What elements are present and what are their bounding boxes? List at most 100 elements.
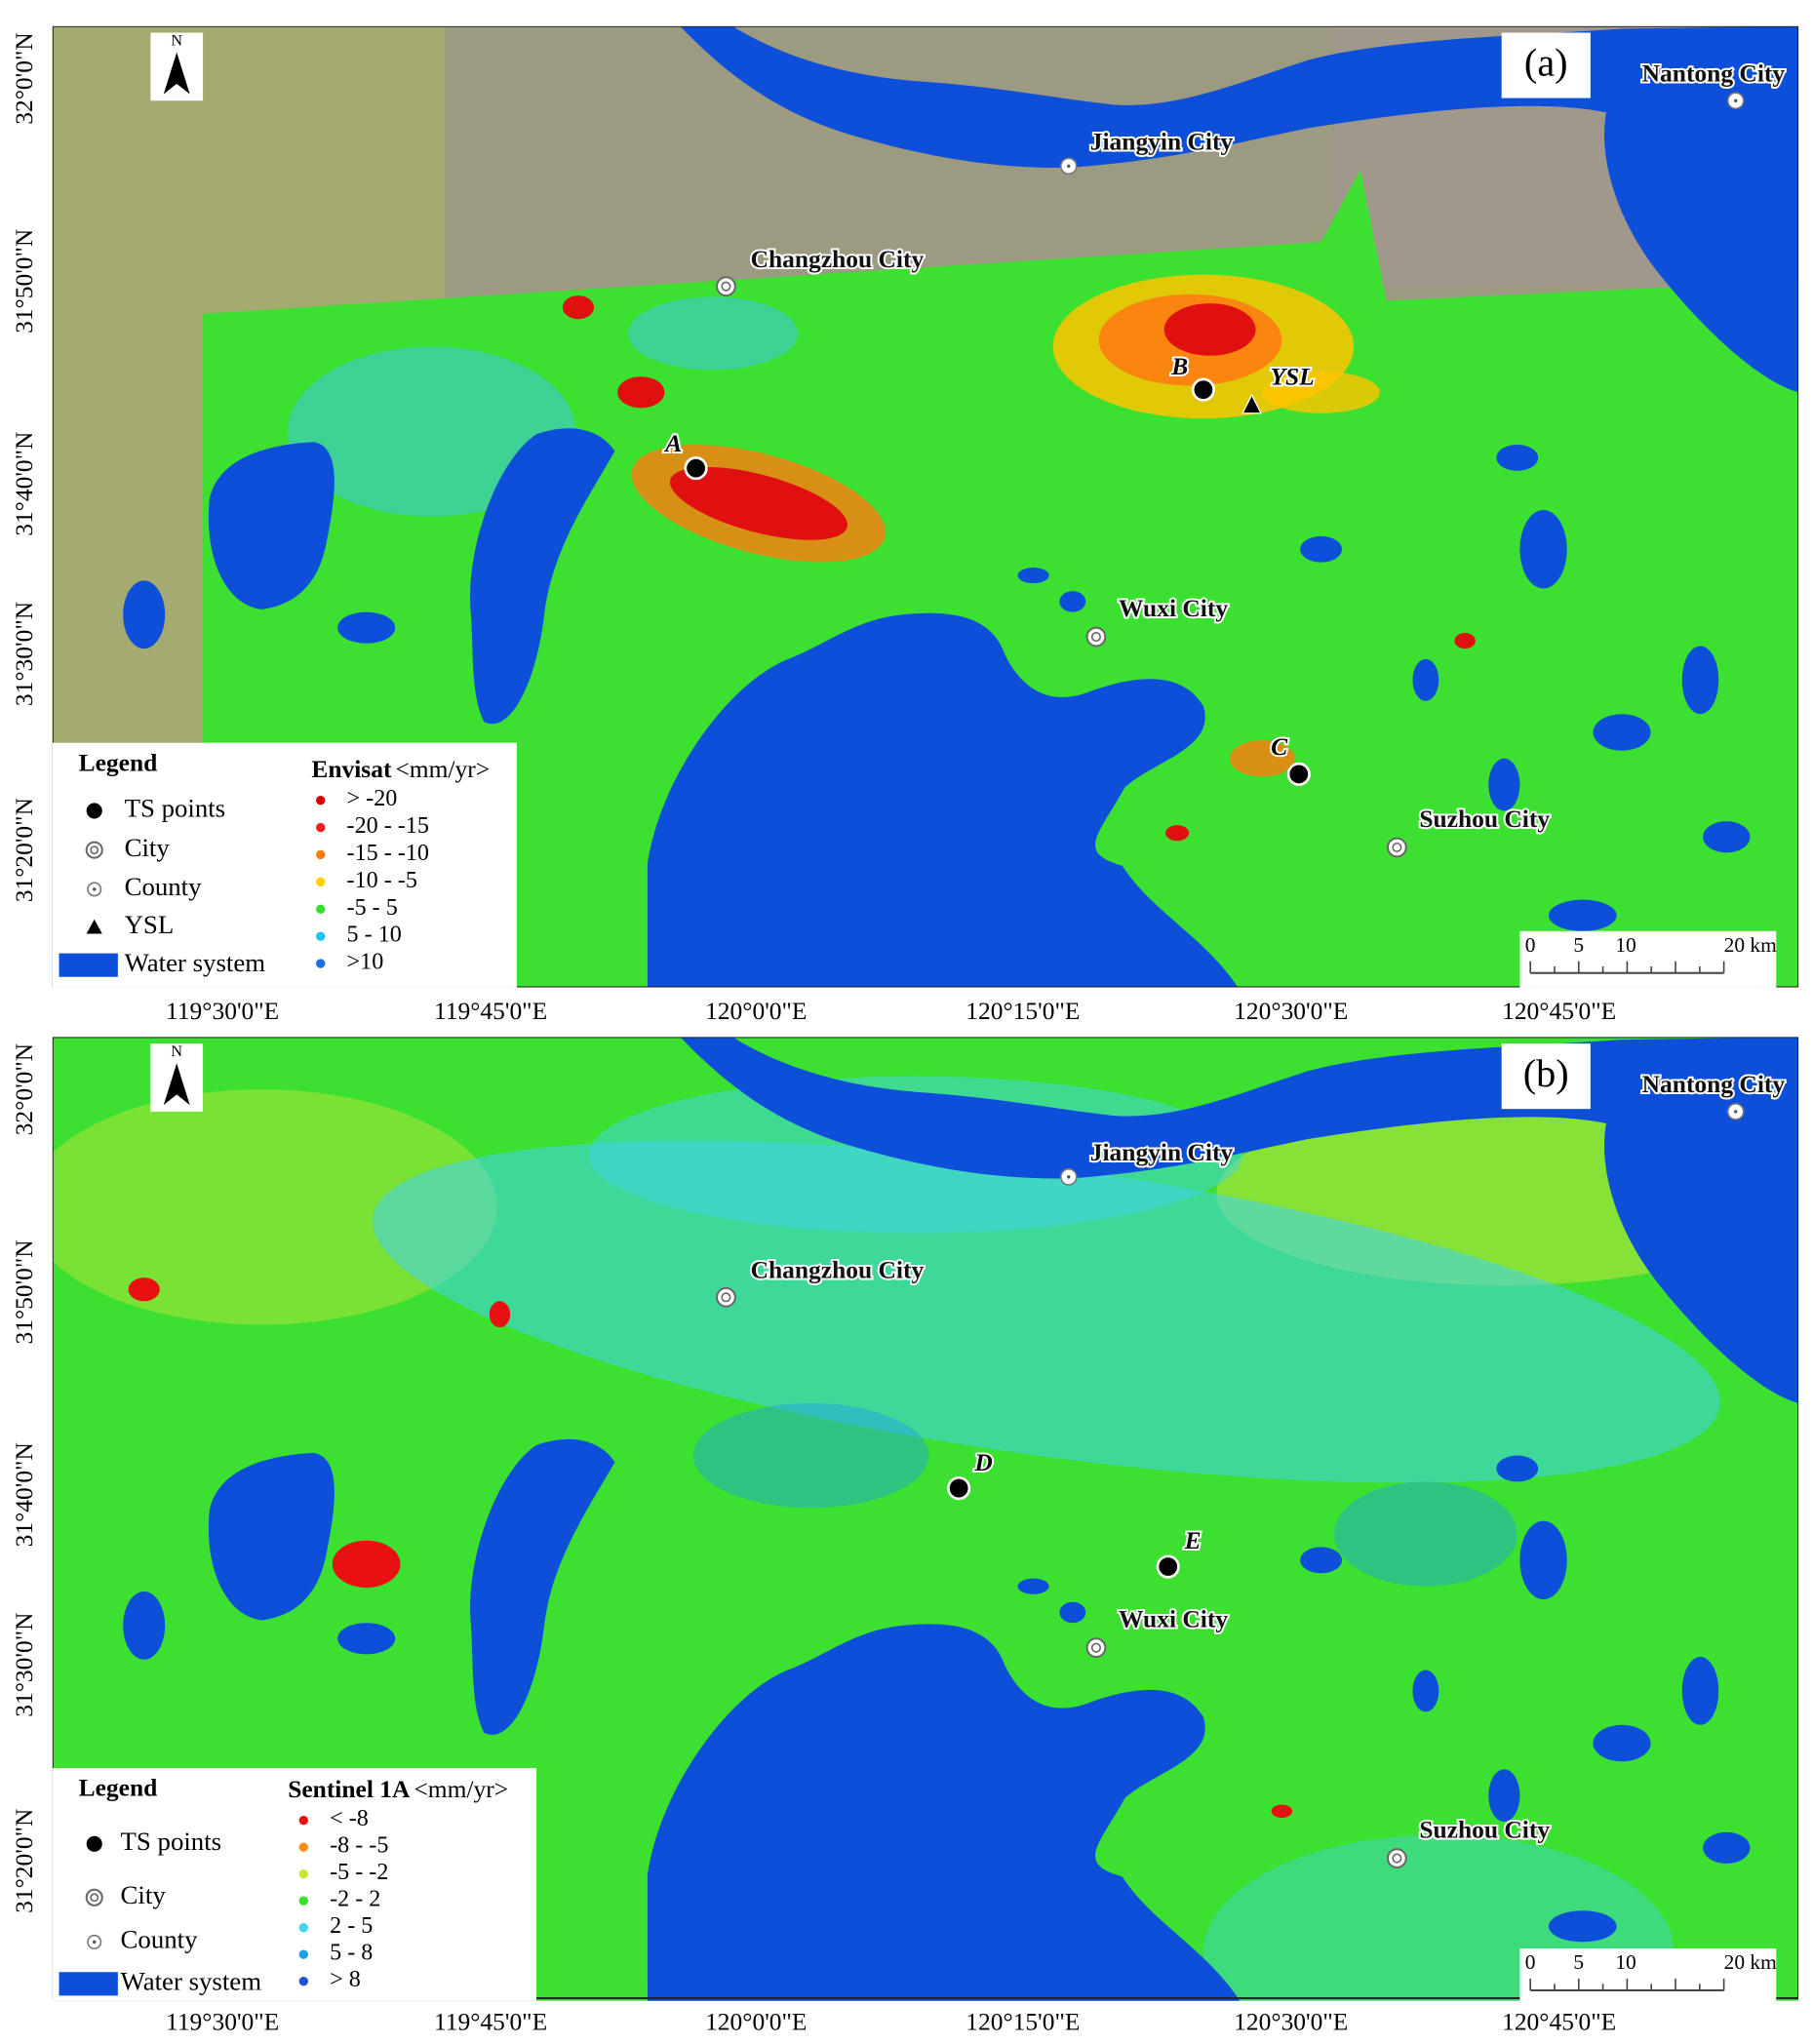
latitude-label: 31°20'0"N: [10, 798, 38, 902]
longitude-label: 120°15'0"E: [966, 2008, 1080, 2036]
longitude-label: 120°15'0"E: [966, 997, 1080, 1025]
longitude-label: 120°0'0"E: [705, 2008, 807, 2036]
scale-title-name: Envisat: [311, 755, 392, 783]
lake: [1519, 1520, 1567, 1600]
class-swatch: [298, 1868, 308, 1879]
city-symbol: [716, 276, 736, 297]
county-symbol-core: [92, 1940, 97, 1945]
latitude-label: 32°0'0"N: [10, 32, 38, 125]
lake: [1412, 1670, 1439, 1712]
legend-item: City: [121, 1880, 167, 1909]
ts-point: [684, 456, 708, 481]
city-symbol: [1085, 1637, 1107, 1659]
county-symbol-core: [92, 887, 97, 891]
subsidence-zone: [1454, 633, 1476, 649]
lake: [1593, 714, 1651, 751]
ts-point-label: A: [663, 429, 682, 457]
ysl-marker: [1242, 393, 1262, 414]
river: [680, 25, 1799, 393]
city-symbol-core: [1392, 1853, 1402, 1864]
city-symbol-core: [1090, 1642, 1101, 1653]
latitude-label: 32°0'0"N: [10, 1043, 38, 1136]
legend-item: County: [125, 872, 203, 901]
city-symbol-core: [1090, 632, 1101, 643]
city-symbol: [85, 1888, 103, 1906]
trend-zone: [692, 1402, 929, 1509]
legend-item: Water system: [125, 948, 266, 977]
scale-bar-box: [1519, 930, 1777, 988]
lake: [1496, 444, 1539, 471]
subsidence-zone: [489, 1301, 511, 1328]
ts-point-label: C: [1271, 732, 1288, 761]
class-swatch: [316, 877, 326, 887]
scale-bar-label: 5: [1573, 1950, 1584, 1974]
class-label: -20 - -15: [347, 812, 429, 839]
insar-coverage: [203, 170, 1799, 988]
longitude-label: 120°30'0"E: [1234, 997, 1348, 1025]
lake: [1017, 567, 1049, 584]
latitude-label: 31°30'0"N: [10, 1612, 38, 1716]
scale-title-name: Sentinel 1A: [288, 1775, 411, 1803]
latitude-label: 31°50'0"N: [10, 229, 38, 334]
class-label: -8 - -5: [330, 1832, 388, 1859]
lake: [1703, 1831, 1751, 1864]
river: [680, 1037, 1799, 1403]
class-label: < -8: [330, 1805, 369, 1831]
class-label: 2 - 5: [330, 1912, 373, 1939]
ts-point-swatch: [86, 803, 102, 819]
city-symbol: [85, 841, 103, 859]
latitude-label: 31°20'0"N: [10, 1809, 38, 1913]
place-label: Jiangyin City: [1090, 1138, 1234, 1166]
place-label: Nantong City: [1642, 1070, 1786, 1098]
lake: [470, 428, 615, 725]
class-label: > 8: [330, 1966, 361, 1992]
lake: [123, 1592, 166, 1660]
subsidence-zone: [1262, 371, 1380, 413]
lake: [1300, 1547, 1343, 1574]
ts-point-label: B: [1170, 352, 1188, 380]
subsidence-zone: [617, 376, 665, 409]
county-symbol-core: [1067, 1175, 1071, 1179]
class-swatch: [298, 1842, 308, 1852]
lake: [1548, 1910, 1617, 1943]
trend-zone: [373, 1140, 1720, 1483]
city-symbol: [1085, 626, 1107, 648]
latitude-label: 31°40'0"N: [10, 432, 38, 536]
scale-bar-box: [1519, 1948, 1777, 2005]
place-label: Suzhou City: [1419, 805, 1550, 833]
panel-label: (b): [1523, 1051, 1569, 1095]
ts-point: [1286, 762, 1311, 786]
lake: [1681, 1657, 1719, 1725]
place-label: Changzhou City: [751, 1256, 925, 1284]
north-label: N: [171, 1043, 182, 1060]
latitude-label: 31°30'0"N: [10, 602, 38, 706]
legend-box: [52, 1768, 536, 2001]
water-swatch: [59, 953, 118, 977]
class-swatch: [298, 1896, 308, 1906]
longitude-label: 119°30'0"E: [166, 997, 279, 1025]
city-symbol-core: [90, 1893, 99, 1903]
scale-bar-label: 0: [1525, 933, 1536, 957]
lake: [123, 580, 166, 649]
city-symbol: [1386, 1848, 1407, 1868]
latitude-label: 31°50'0"N: [10, 1239, 38, 1344]
lake: [1412, 658, 1439, 701]
lake: [208, 442, 335, 609]
uplift-zone: [627, 296, 799, 371]
longitude-label: 120°45'0"E: [1502, 2008, 1616, 2036]
ysl-label: YSL: [1270, 363, 1314, 391]
class-swatch: [298, 1949, 308, 1959]
legend-item: TS points: [125, 794, 226, 823]
class-label: -10 - -5: [347, 867, 417, 893]
latitude-label: 31°40'0"N: [10, 1442, 38, 1547]
place-label: Wuxi City: [1119, 1605, 1228, 1633]
scale-title-unit: <mm/yr>: [414, 1775, 508, 1803]
place-label: Jiangyin City: [1090, 127, 1234, 155]
panel-label-box: [1501, 32, 1591, 98]
ts-point: [947, 1476, 971, 1501]
north-arrow: [163, 52, 190, 95]
lake: [337, 611, 396, 644]
water-swatch: [59, 1972, 118, 1996]
lake: [1017, 1578, 1049, 1594]
